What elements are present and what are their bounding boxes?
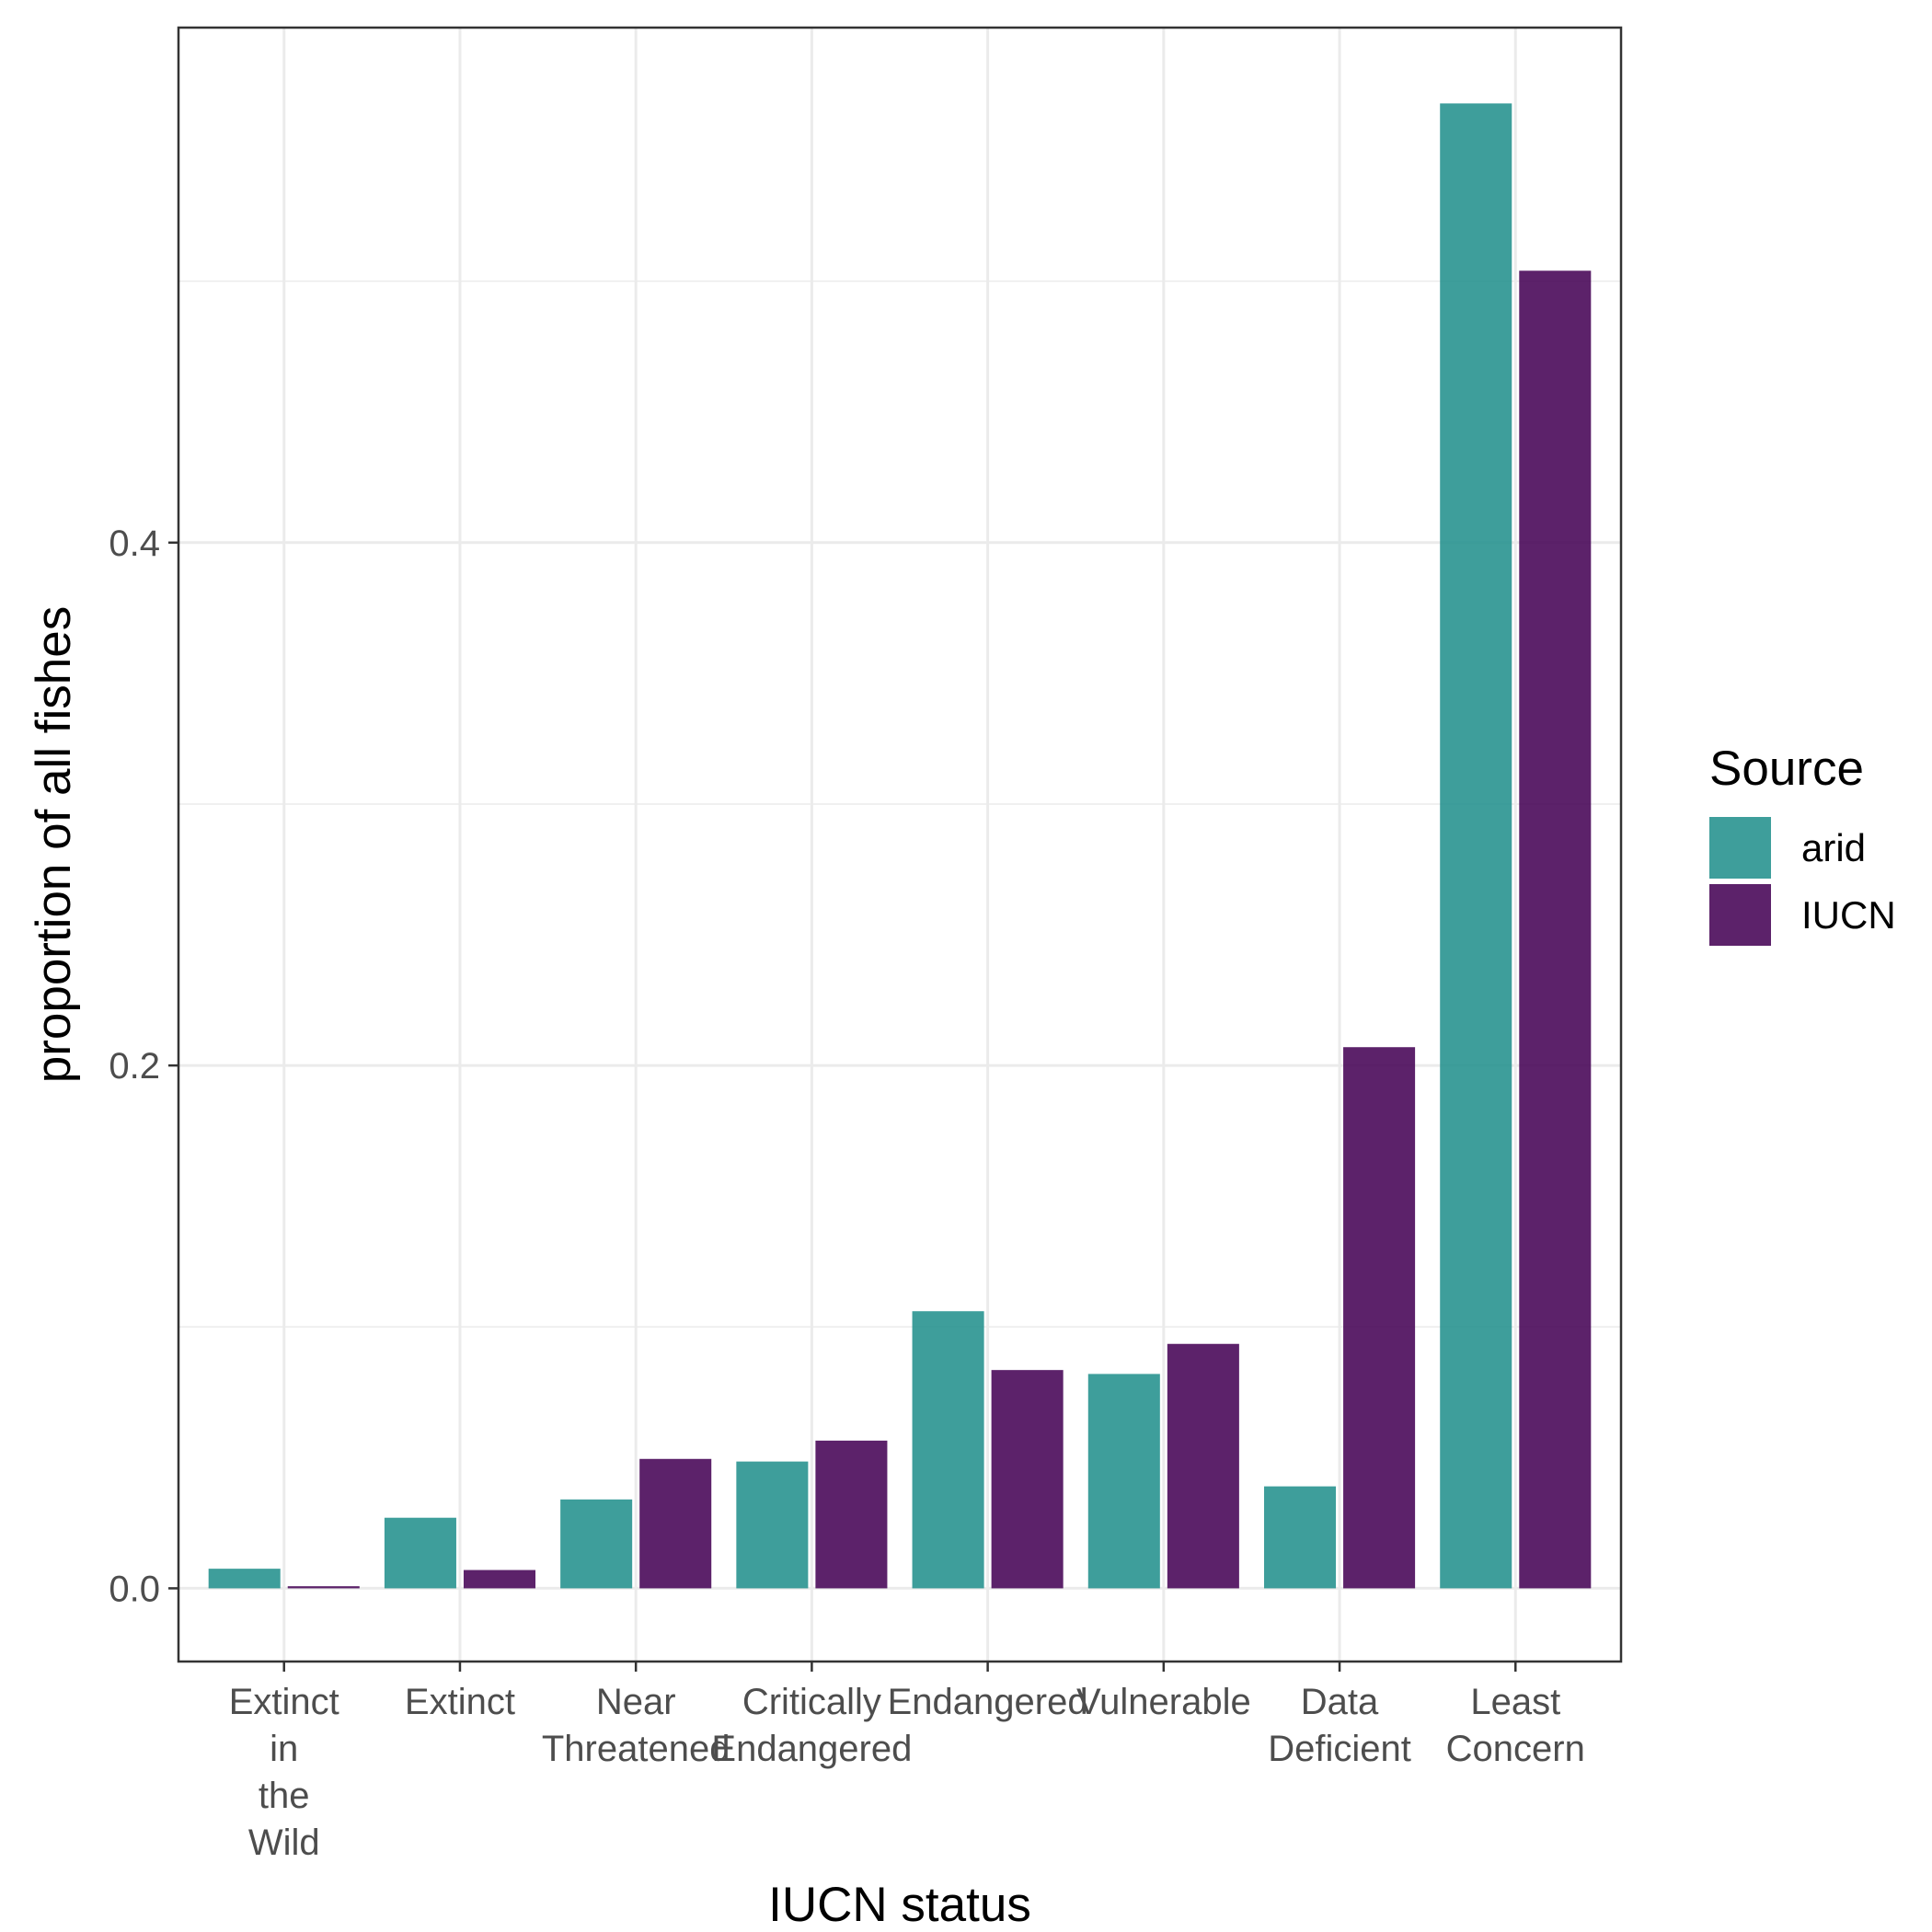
bar-iucn bbox=[1519, 270, 1592, 1589]
bars bbox=[208, 103, 1592, 1589]
bar-iucn bbox=[287, 1586, 360, 1589]
legend: Source arid IUCN bbox=[1709, 742, 1896, 946]
panel-border bbox=[177, 26, 1623, 1663]
y-tick-label: 0.4 bbox=[109, 523, 160, 564]
bar-arid bbox=[736, 1461, 809, 1589]
x-axis: Extinct in the Wild Extinct Near ThreatenedCri… bbox=[229, 1662, 1585, 1863]
bar-iucn bbox=[463, 1570, 535, 1589]
x-tick-label: Extinct bbox=[405, 1682, 515, 1722]
x-tick-label: Critically Endangered bbox=[711, 1682, 912, 1769]
bar-iucn bbox=[991, 1370, 1064, 1589]
legend-key-iucn bbox=[1709, 884, 1771, 946]
x-tick-label: Least Concern bbox=[1446, 1682, 1585, 1769]
legend-label: arid bbox=[1801, 826, 1866, 869]
y-tick-label: 0.0 bbox=[109, 1569, 160, 1609]
bar-iucn bbox=[1167, 1343, 1239, 1589]
x-tick-label: Data Deficient bbox=[1268, 1682, 1411, 1769]
x-tick-label: Extinct in the Wild bbox=[229, 1682, 339, 1863]
bar-iucn bbox=[639, 1458, 712, 1589]
x-axis-title: IUCN status bbox=[768, 1878, 1031, 1932]
x-tick-label: Endangered bbox=[888, 1682, 1088, 1722]
legend-key-arid bbox=[1709, 817, 1771, 879]
bar-arid bbox=[384, 1517, 456, 1589]
bar-arid bbox=[912, 1311, 984, 1589]
y-tick-label: 0.2 bbox=[109, 1046, 160, 1087]
bar-arid bbox=[1087, 1374, 1160, 1589]
legend-label: IUCN bbox=[1801, 893, 1896, 937]
bar-arid bbox=[208, 1569, 281, 1589]
y-axis: 0.0 0.2 0.4 bbox=[109, 523, 178, 1609]
bar-iucn bbox=[1343, 1047, 1416, 1589]
bar-arid bbox=[560, 1499, 633, 1589]
bar-arid bbox=[1264, 1486, 1337, 1589]
grid-major bbox=[178, 28, 1621, 1662]
x-tick-label: Vulnerable bbox=[1076, 1682, 1251, 1722]
x-tick-label: Near Threatened bbox=[542, 1682, 730, 1769]
bar-arid bbox=[1440, 103, 1512, 1589]
legend-title: Source bbox=[1709, 742, 1864, 796]
bar-iucn bbox=[815, 1440, 888, 1589]
y-axis-title: proportion of all fishes bbox=[27, 606, 81, 1084]
